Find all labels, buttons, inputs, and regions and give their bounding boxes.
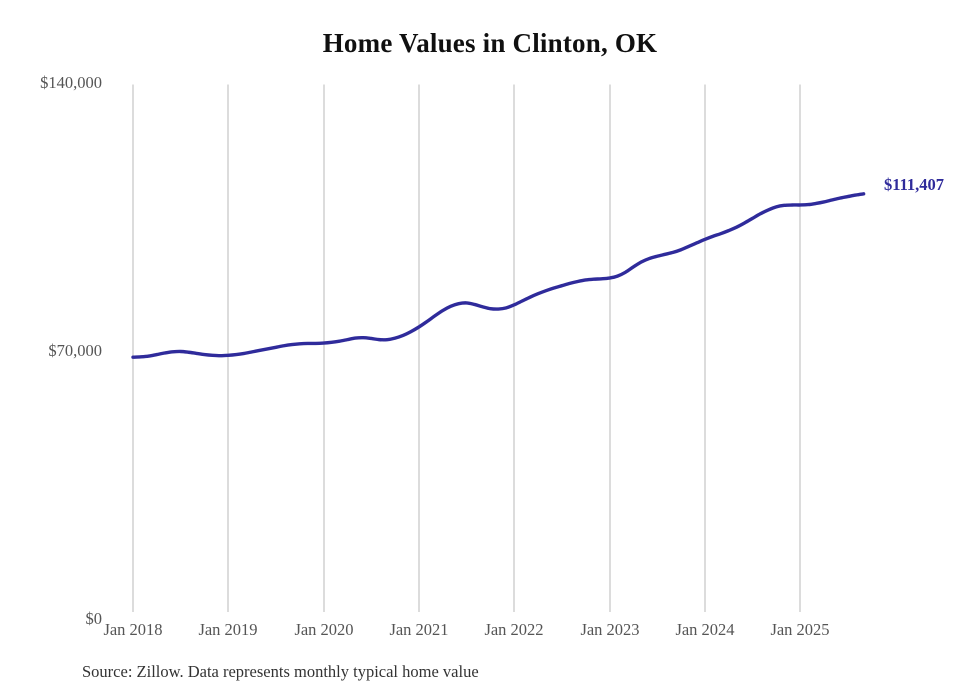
series-lines [131,192,866,359]
x-tick-label: Jan 2023 [580,620,640,639]
series-line-0 [131,192,866,359]
y-tick-label: $70,000 [48,341,102,360]
x-tick-label: Jan 2025 [770,620,830,639]
x-tick-label: Jan 2024 [675,620,735,639]
end-value-annotation: $111,407 [884,175,945,194]
x-tick-label: Jan 2022 [484,620,544,639]
source-note: Source: Zillow. Data represents monthly … [82,662,479,681]
x-tick-label: Jan 2021 [389,620,449,639]
y-tick-label: $140,000 [40,73,102,92]
y-tick-label: $0 [85,609,103,628]
vertical-gridlines [132,84,801,612]
x-tick-label: Jan 2019 [198,620,258,639]
x-tick-label: Jan 2018 [103,620,163,639]
x-tick-label: Jan 2020 [294,620,354,639]
chart-title: Home Values in Clinton, OK [322,28,658,58]
